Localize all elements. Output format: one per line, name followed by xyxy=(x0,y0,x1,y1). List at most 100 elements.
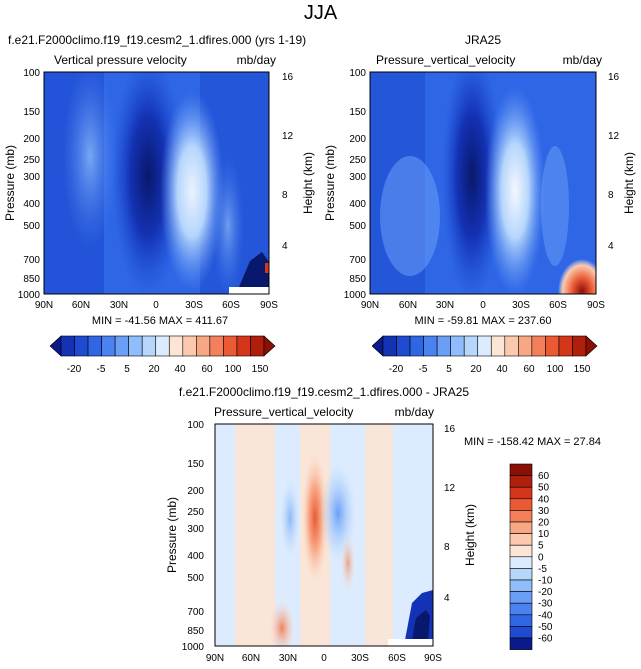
panel-left-label: Vertical pressure velocity xyxy=(54,53,187,67)
polar-descent xyxy=(558,259,596,294)
page-title: JJA xyxy=(303,2,338,24)
y-tick-label: 700 xyxy=(23,255,40,266)
colorbar-label: 40 xyxy=(496,364,508,375)
positive-anomaly xyxy=(340,533,356,593)
colorbar-swatch xyxy=(263,335,276,357)
colorbar-label: -40 xyxy=(538,610,553,621)
colorbar-label: 20 xyxy=(148,364,160,375)
x-tick-label: 0 xyxy=(321,653,327,664)
x-tick-label: 60N xyxy=(399,300,417,311)
field-band xyxy=(235,424,275,646)
y-tick-label: 300 xyxy=(23,172,40,183)
y-axis: 100 150 200 250 300 400 500 700 850 1000… xyxy=(165,420,204,653)
colorbar-swatch xyxy=(209,335,224,357)
colorbar-label: -5 xyxy=(97,364,106,375)
y-tick-label: 200 xyxy=(187,486,204,497)
colorbar-swatch xyxy=(477,335,492,357)
y-tick-label: 100 xyxy=(187,420,204,431)
colorbar-swatch xyxy=(509,533,533,546)
chart-panel-2: JRA25 Pressure_vertical_velocity mb/day … xyxy=(323,33,636,327)
polar-anomaly xyxy=(412,610,430,640)
y-axis: 100 150 200 250 300 400 500 700 850 1000… xyxy=(3,68,40,301)
colorbar-label: 60 xyxy=(538,471,550,482)
colorbar-label: 40 xyxy=(538,494,550,505)
colorbar-swatch xyxy=(141,335,157,357)
colorbar-swatch xyxy=(545,335,560,357)
x-tick-label: 90N xyxy=(361,300,379,311)
height-axis-label: Height (km) xyxy=(622,152,636,214)
y-tick-label: 300 xyxy=(349,172,366,183)
colorbar-swatch xyxy=(423,335,438,357)
colorbar-swatch xyxy=(128,335,143,357)
colorbar-label: 40 xyxy=(174,364,186,375)
colorbar-swatch xyxy=(463,335,479,357)
colorbar-label: 100 xyxy=(547,364,564,375)
panel-left-label: Pressure_vertical_velocity xyxy=(214,405,353,419)
height-tick-label: 4 xyxy=(282,241,288,252)
field-band xyxy=(365,424,393,646)
y-tick-label: 300 xyxy=(187,524,204,535)
subsidence-core xyxy=(212,156,244,294)
colorbar-swatch xyxy=(74,335,89,357)
colorbar-swatch xyxy=(509,626,533,639)
colorbar-swatch xyxy=(558,335,573,357)
colorbar-label: -20 xyxy=(67,364,82,375)
colorbar-label: 20 xyxy=(538,518,550,529)
colorbar-right: -20 -5 5 20 40 60 100 150 xyxy=(372,335,598,375)
x-tick-label: 30S xyxy=(512,300,530,311)
colorbar-swatch xyxy=(509,591,533,604)
colorbar-swatch xyxy=(382,335,397,357)
colorbar-swatch xyxy=(436,335,451,357)
min-max-stats: MIN = -59.81 MAX = 237.60 xyxy=(415,315,552,327)
positive-anomaly xyxy=(301,448,329,588)
colorbar-swatch xyxy=(518,335,533,357)
x-tick-label: 30N xyxy=(279,653,297,664)
subsidence-core xyxy=(485,86,545,294)
colorbar-swatch xyxy=(509,568,533,581)
height-axis: 16 12 8 4 Height (km) xyxy=(608,72,636,252)
y-tick-label: 1000 xyxy=(18,290,41,301)
x-tick-label: 30N xyxy=(436,300,454,311)
x-axis: 90N 60N 30N 0 30S 60S 90S xyxy=(206,653,442,664)
y-axis-label: Pressure (mb) xyxy=(323,145,337,221)
chart-panel-3: f.e21.F2000climo.f19_f19.cesm2_1.dfires.… xyxy=(165,385,601,664)
x-tick-label: 30S xyxy=(185,300,203,311)
x-tick-label: 90S xyxy=(587,300,605,311)
x-tick-label: 30S xyxy=(351,653,369,664)
colorbar-swatch xyxy=(50,335,62,357)
field-band xyxy=(215,424,235,646)
panel-title: f.e21.F2000climo.f19_f19.cesm2_1.dfires.… xyxy=(179,385,469,399)
colorbar-label: -10 xyxy=(538,576,553,587)
panel-unit-label: mb/day xyxy=(237,53,276,67)
x-tick-label: 90N xyxy=(206,653,224,664)
x-tick-label: 0 xyxy=(480,300,486,311)
height-axis: 16 12 8 4 Height (km) xyxy=(282,72,315,252)
x-tick-label: 60N xyxy=(242,653,260,664)
colorbar-left-swatches xyxy=(50,335,276,357)
colorbar-swatch xyxy=(155,335,170,357)
polar-positive xyxy=(265,263,269,273)
x-tick-label: 0 xyxy=(153,300,159,311)
height-tick-label: 16 xyxy=(282,72,294,83)
y-tick-label: 700 xyxy=(187,607,204,618)
y-tick-label: 400 xyxy=(349,199,366,210)
y-tick-label: 250 xyxy=(187,507,204,518)
colorbar-swatch xyxy=(509,556,533,569)
colorbar-swatch xyxy=(168,335,184,357)
colorbar-swatch xyxy=(182,335,197,357)
x-axis: 90N 60N 30N 0 30S 60S 90S xyxy=(361,300,605,311)
y-tick-label: 250 xyxy=(349,155,366,166)
colorbar-swatch xyxy=(509,579,533,592)
y-tick-label: 150 xyxy=(23,107,40,118)
polar-ascent xyxy=(236,252,269,294)
y-axis-label: Pressure (mb) xyxy=(165,497,179,573)
height-tick-label: 12 xyxy=(608,131,620,142)
colorbar-swatch xyxy=(450,335,465,357)
x-tick-label: 90S xyxy=(424,653,442,664)
colorbar-swatch xyxy=(250,335,265,357)
colorbar-label: 5 xyxy=(124,364,130,375)
x-axis: 90N 60N 30N 0 30S 60S 90S xyxy=(35,300,278,311)
colorbar-label: -5 xyxy=(538,564,547,575)
colorbar-label: -30 xyxy=(538,599,553,610)
